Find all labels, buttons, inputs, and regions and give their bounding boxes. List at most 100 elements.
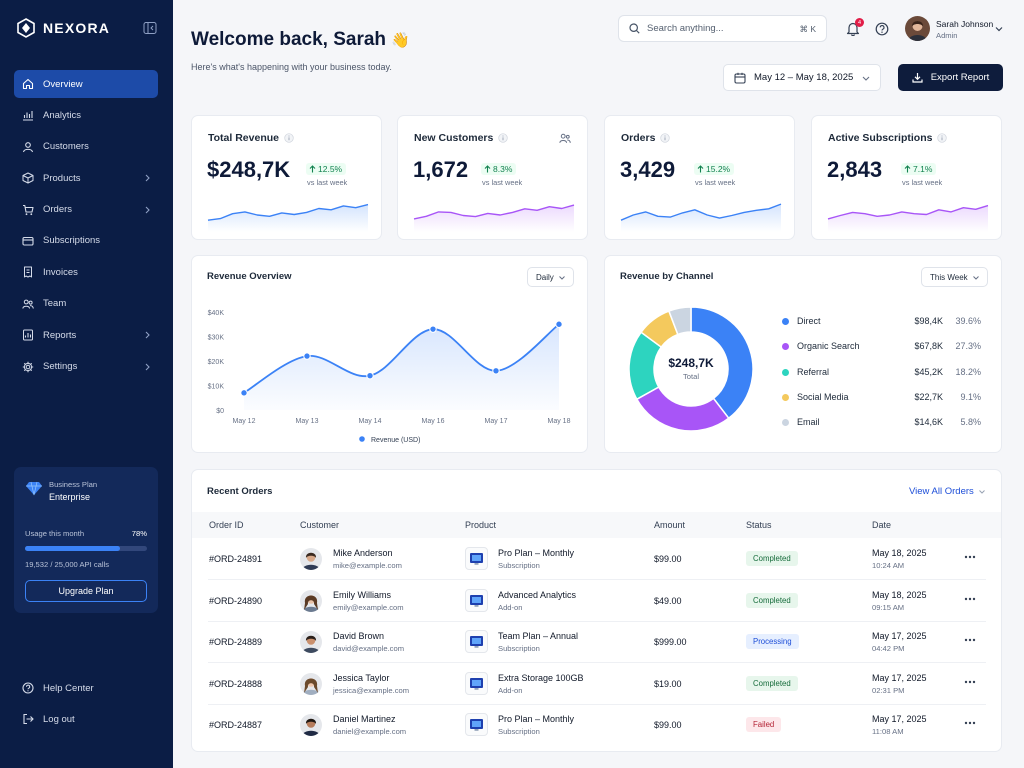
order-time: 02:31 PM [872,685,905,695]
legend-swatch [359,436,365,442]
sidebar-item-settings[interactable]: Settings [14,353,158,381]
order-id[interactable]: #ORD-24889 [209,637,263,648]
sidebar-item-products[interactable]: Products [14,164,158,192]
upgrade-plan-button[interactable]: Upgrade Plan [25,580,147,602]
export-report-button[interactable]: Export Report [898,64,1003,91]
product-thumbnail [465,547,488,570]
x-tick-label: May 17 [485,418,508,425]
more-options-icon[interactable] [964,597,976,601]
sidebar-item-label: Customers [43,141,89,153]
arrow-up-icon [484,165,491,173]
data-point [303,352,311,360]
donut-slice-direct[interactable] [690,306,754,420]
users-icon [22,141,34,152]
sidebar-item-label: Settings [43,361,78,373]
channel-legend-row: Social Media $22,7K 9.1% [605,389,1003,409]
period-select[interactable]: Daily [527,267,574,287]
box-icon [22,172,34,184]
kpi-sparkline [207,203,369,232]
kpi-title-text: Orders [621,132,656,144]
channel-value: $22,7K [914,391,943,402]
kpi-title: Orders [621,132,671,144]
channel-percent: 27.3% [955,341,981,352]
help-icon[interactable] [875,22,889,36]
chevron-right-icon [145,174,150,182]
sidebar-item-log-out[interactable]: Log out [14,705,158,733]
order-id[interactable]: #ORD-24891 [209,554,263,564]
data-point [555,320,563,328]
notification-badge: 4 [855,18,864,27]
channel-percent: 18.2% [955,366,981,377]
customer-avatar [300,631,322,654]
kpi-delta-value: 8.3% [493,164,513,174]
product-name: Team Plan – Annual [498,631,579,642]
data-point [492,367,500,375]
home-icon [22,78,34,90]
table-row[interactable]: #ORD-24887 Daniel Martinez daniel@example.… [192,704,1001,746]
table-row[interactable]: #ORD-24888 Jessica Taylor jessica@example.… [192,663,1001,705]
info-icon[interactable] [660,133,671,143]
sidebar-item-label: Products [43,172,81,184]
product-type: Subscription [498,644,540,654]
legend-swatch [782,393,789,401]
info-icon[interactable] [937,133,948,143]
table-row[interactable]: #ORD-24889 David Brown david@example.com Te… [192,621,1001,664]
view-all-orders-link[interactable]: View All Orders [909,486,985,497]
sparkline-area [828,205,988,232]
product-name: Extra Storage 100GB [498,672,584,683]
chevron-down-icon [559,276,565,280]
revenue-by-channel-title: Revenue by Channel [620,271,714,282]
sidebar-item-customers[interactable]: Customers [14,133,158,161]
sidebar-item-label: Team [43,298,67,310]
legend-label: Revenue (USD) [371,437,420,444]
product-thumbnail [465,713,488,737]
date-range-picker[interactable]: May 12 – May 18, 2025 [723,64,881,91]
more-options-icon[interactable] [964,638,976,642]
more-options-icon[interactable] [964,721,976,725]
kpi-card-new-customers: New Customers 1,672 8.3% vs last week [397,115,588,240]
sidebar-item-help-center[interactable]: Help Center [14,674,158,702]
customer-email: david@example.com [333,644,405,654]
chevron-down-icon[interactable] [995,26,1003,32]
order-id[interactable]: #ORD-24888 [209,678,263,689]
brand[interactable]: NEXORA [16,18,110,38]
sidebar-item-overview[interactable]: Overview [14,70,158,98]
sidebar-item-label: Invoices [43,266,78,278]
user-avatar[interactable] [905,16,930,41]
sidebar-item-reports[interactable]: Reports [14,321,158,349]
x-tick-label: May 12 [233,418,256,425]
table-row[interactable]: #ORD-24891 Mike Anderson mike@example.com P… [192,538,1001,580]
sidebar-item-team[interactable]: Team [14,290,158,318]
calendar-icon [734,72,746,84]
invoice-icon [24,266,32,278]
help-icon [22,682,34,694]
channel-period-value: This Week [930,272,968,282]
kpi-title: New Customers [414,132,509,144]
revenue-donut-chart [628,306,754,432]
search-box[interactable]: ⌘ K [618,15,827,42]
customer-avatar [300,589,322,612]
customer-name: Jessica Taylor [333,672,390,683]
order-id[interactable]: #ORD-24887 [209,720,263,731]
customer-name: Daniel Martinez [333,714,396,725]
product-type: Subscription [498,727,540,737]
channel-name: Social Media [797,391,849,402]
info-icon[interactable] [498,133,509,143]
order-id[interactable]: #ORD-24890 [209,595,263,606]
channel-period-select[interactable]: This Week [921,267,988,287]
kpi-title: Total Revenue [208,132,294,144]
donut-slice-email[interactable] [667,306,692,336]
sidebar-item-analytics[interactable]: Analytics [14,101,158,129]
channel-name: Organic Search [797,341,860,352]
sidebar-item-orders[interactable]: Orders [14,196,158,224]
search-input[interactable] [647,23,787,34]
product-thumbnail [465,671,488,695]
info-icon[interactable] [284,133,294,143]
more-options-icon[interactable] [964,680,976,684]
card-icon [22,236,34,246]
sidebar-item-invoices[interactable]: Invoices [14,258,158,286]
sidebar-item-subscriptions[interactable]: Subscriptions [14,227,158,255]
collapse-sidebar-icon[interactable] [143,21,157,35]
table-row[interactable]: #ORD-24890 Emily Williams emily@example.co… [192,580,1001,622]
more-options-icon[interactable] [964,555,976,559]
